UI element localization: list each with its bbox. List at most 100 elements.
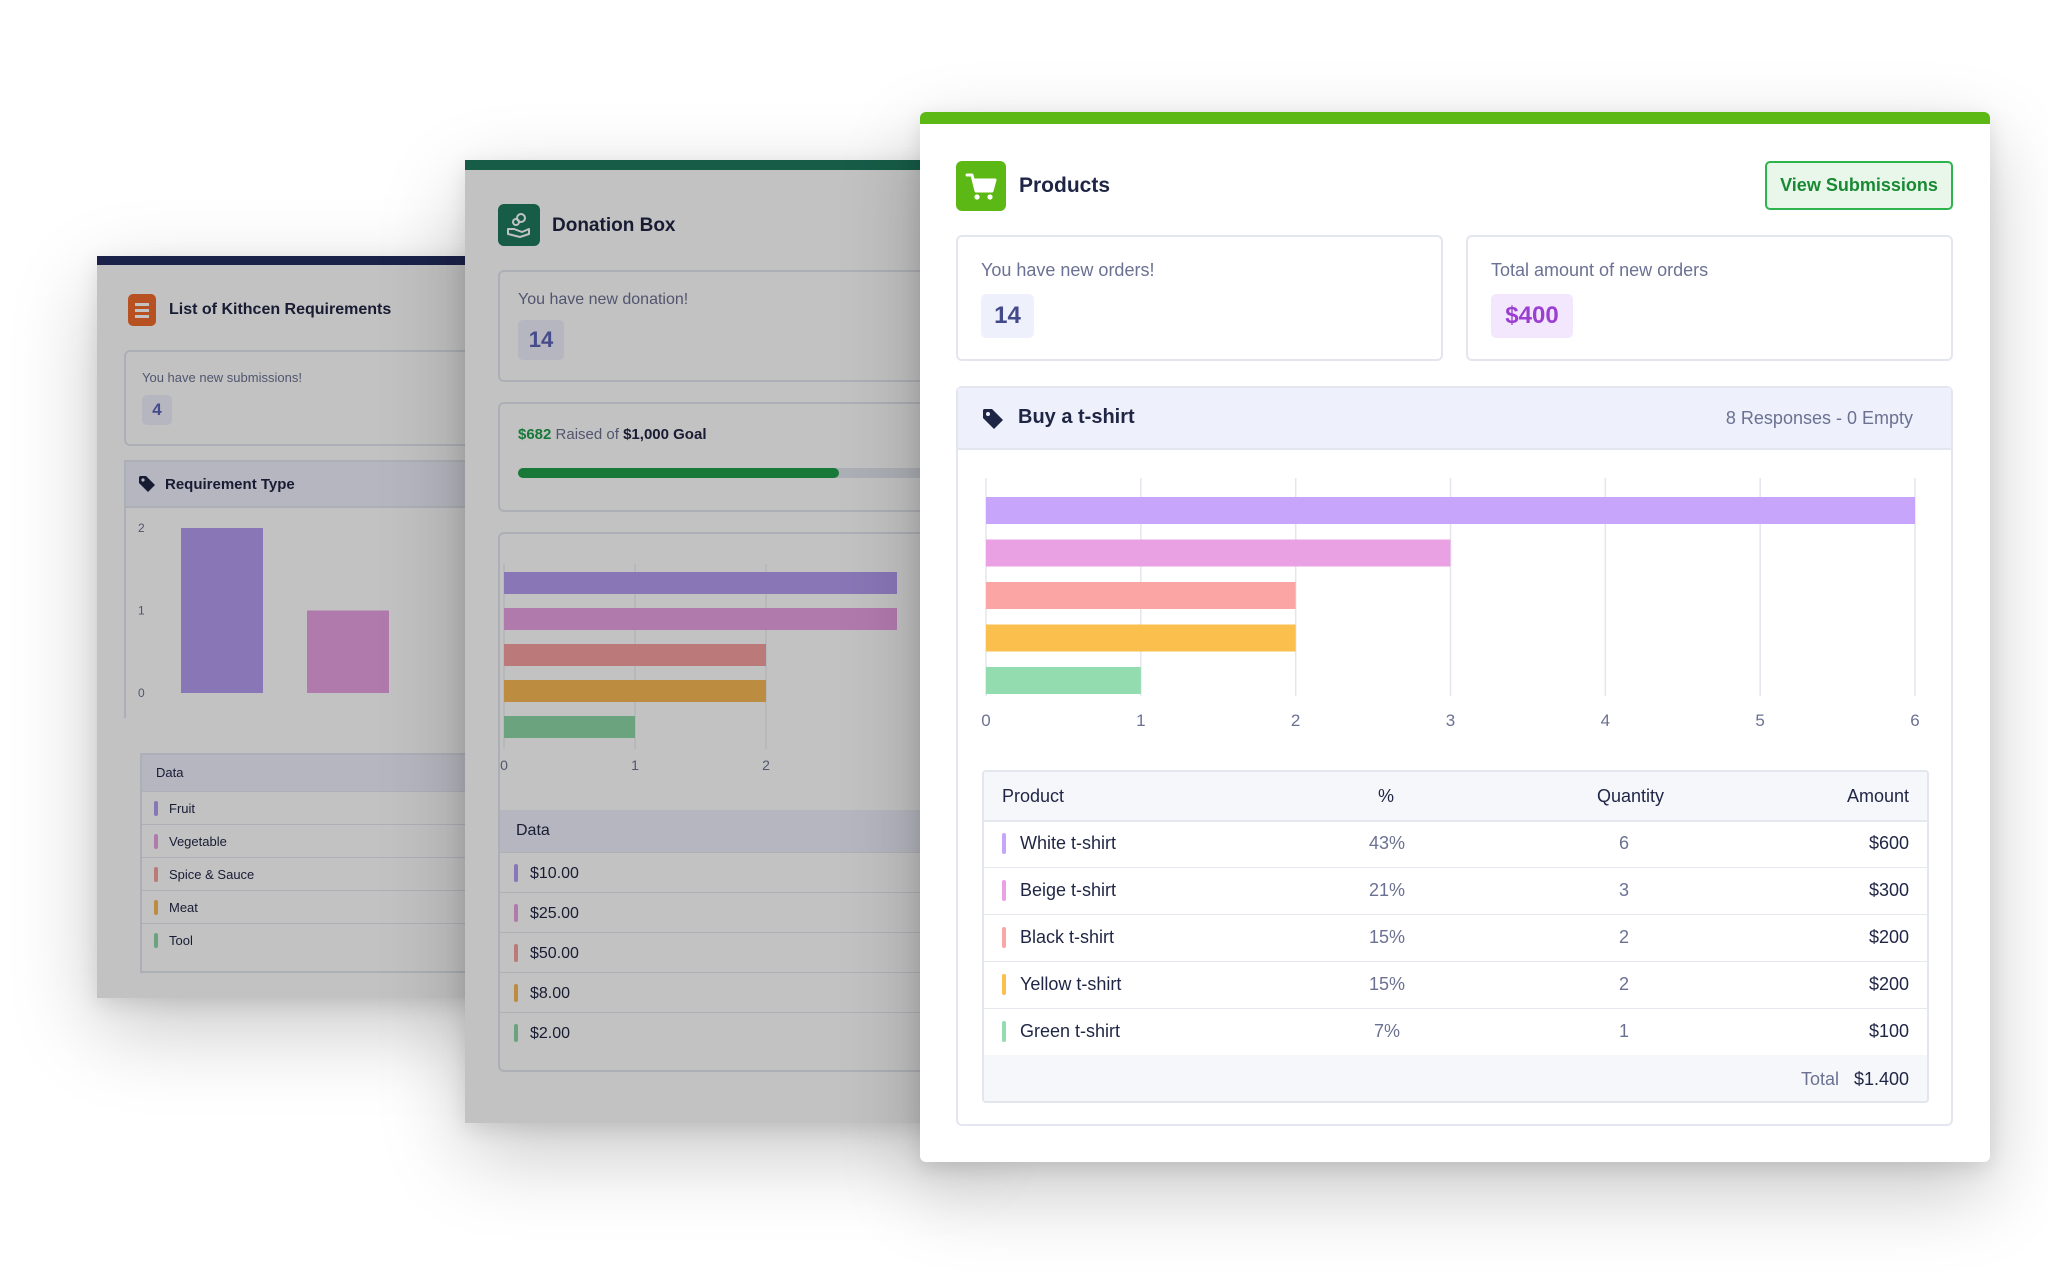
x-tick-label: 1: [631, 757, 639, 773]
row-color-swatch: [1002, 880, 1006, 901]
responses-summary: 8 Responses - 0 Empty: [1725, 408, 1913, 428]
row-amount: $200: [1868, 927, 1909, 947]
products-table: Product % Quantity Amount White t-shirt 4…: [982, 770, 1929, 1103]
donation-chart-box: 0 1 2 Data $10.00 $25.00 $50.00 $8.00 $2.00: [498, 532, 1000, 1072]
row-quantity: 2: [1618, 974, 1629, 994]
bar: [986, 539, 1451, 567]
row-color-swatch: [154, 933, 158, 948]
row-label: $25.00: [530, 905, 579, 922]
progress-fill: [518, 468, 839, 478]
x-tick-label: 0: [500, 757, 508, 773]
row-product: Green t-shirt: [1020, 1021, 1121, 1041]
header-quantity: Quantity: [1597, 786, 1665, 806]
donation-chart: 0 1 2: [500, 534, 980, 794]
buy-tshirt-header: Buy a t-shirt 8 Responses - 0 Empty: [958, 388, 1951, 450]
new-orders-label: You have new orders!: [981, 260, 1155, 280]
row-label: $8.00: [530, 985, 571, 1002]
table-row: Green t-shirt 7% 1 $100: [984, 1008, 1927, 1056]
row-product: Black t-shirt: [1020, 927, 1115, 947]
row-color-swatch: [1002, 833, 1006, 854]
y-tick-label: 1: [138, 604, 145, 618]
kitchen-requirements-card: List of Kithcen Requirements You have ne…: [97, 256, 544, 998]
table-row: $10.00: [500, 852, 1000, 893]
header-percent: %: [1378, 786, 1395, 806]
table-row: Fruit: [142, 791, 538, 825]
row-label: $10.00: [530, 865, 579, 882]
table-row: Black t-shirt 15% 2 $200: [984, 914, 1927, 962]
row-color-swatch: [154, 867, 158, 882]
row-label: $2.00: [530, 1025, 571, 1042]
table-row: $50.00: [500, 932, 1000, 973]
row-label: Vegetable: [169, 834, 227, 849]
row-color-swatch: [1002, 974, 1006, 995]
table-row: Spice & Sauce: [142, 857, 538, 891]
new-donation-count: 14: [518, 320, 564, 360]
new-donation-box: You have new donation! 14: [498, 270, 998, 382]
x-tick-label: 3: [1446, 711, 1455, 730]
header-product: Product: [1002, 786, 1065, 806]
raised-amount: $682: [518, 426, 552, 443]
header-amount: Amount: [1846, 786, 1909, 806]
row-amount: $100: [1868, 1021, 1909, 1041]
cart-icon: [956, 161, 1006, 211]
card-title: Donation Box: [552, 215, 676, 236]
x-tick-label: 1: [1136, 711, 1145, 730]
buy-tshirt-panel: Buy a t-shirt 8 Responses - 0 Empty 0 1 2 3…: [956, 386, 1953, 1126]
bar: [504, 716, 635, 738]
new-orders-box: You have new orders! 14: [956, 235, 1443, 361]
table-row: $25.00: [500, 892, 1000, 933]
row-amount: $200: [1868, 974, 1909, 994]
row-quantity: 1: [1618, 1021, 1629, 1041]
bar: [504, 644, 766, 666]
card-accent-bar: [97, 256, 517, 265]
row-quantity: 6: [1618, 833, 1629, 853]
row-label: Fruit: [169, 801, 195, 816]
donation-box-card: Donation Box You have new donation! 14 $…: [465, 160, 1000, 1123]
row-label: Spice & Sauce: [169, 867, 255, 882]
new-orders-count: 14: [981, 294, 1034, 338]
row-color-swatch: [514, 944, 518, 962]
row-quantity: 3: [1618, 880, 1629, 900]
goal-progress-box: $682 Raised of $1,000 Goal: [498, 402, 998, 512]
table-row: Beige t-shirt 21% 3 $300: [984, 867, 1927, 915]
row-color-swatch: [1002, 1021, 1006, 1042]
total-orders-label: Total amount of new orders: [1491, 260, 1709, 280]
x-tick-label: 4: [1601, 711, 1610, 730]
row-color-swatch: [514, 904, 518, 922]
table-header-row: Product % Quantity Amount: [984, 772, 1927, 822]
bar: [986, 624, 1296, 652]
view-submissions-button[interactable]: View Submissions: [1765, 161, 1953, 210]
row-percent: 21%: [1368, 880, 1406, 900]
y-tick-label: 0: [138, 686, 145, 700]
bar: [504, 680, 766, 702]
row-product: Yellow t-shirt: [1020, 974, 1122, 994]
bar: [181, 528, 263, 693]
list-icon: [128, 294, 156, 326]
section-title: Requirement Type: [165, 476, 295, 493]
bar: [986, 667, 1141, 694]
row-percent: 15%: [1368, 927, 1406, 947]
x-tick-label: 2: [762, 757, 770, 773]
products-card: Products View Submissions You have new o…: [920, 112, 1990, 1162]
table-row: $8.00: [500, 972, 1000, 1013]
card-title: Products: [1019, 174, 1111, 197]
table-header-label: Data: [516, 822, 550, 839]
y-tick-label: 2: [138, 521, 145, 535]
new-submissions-count: 4: [142, 395, 172, 425]
bar: [307, 610, 389, 693]
table-row: White t-shirt 43% 6 $600: [984, 820, 1927, 868]
row-color-swatch: [154, 900, 158, 915]
row-color-swatch: [514, 1024, 518, 1042]
total-value: $1.400: [1853, 1069, 1909, 1089]
row-product: White t-shirt: [1020, 833, 1117, 853]
table-header: Data: [500, 810, 1000, 852]
progress-track: [518, 468, 988, 478]
card-accent-bar: [920, 112, 1990, 124]
x-tick-label: 5: [1755, 711, 1764, 730]
goal-amount: $1,000 Goal: [623, 426, 707, 443]
bar: [504, 608, 897, 630]
donation-hand-icon: [498, 204, 540, 246]
row-label: Meat: [169, 900, 198, 915]
row-product: Beige t-shirt: [1020, 880, 1117, 900]
row-percent: 7%: [1373, 1021, 1400, 1041]
